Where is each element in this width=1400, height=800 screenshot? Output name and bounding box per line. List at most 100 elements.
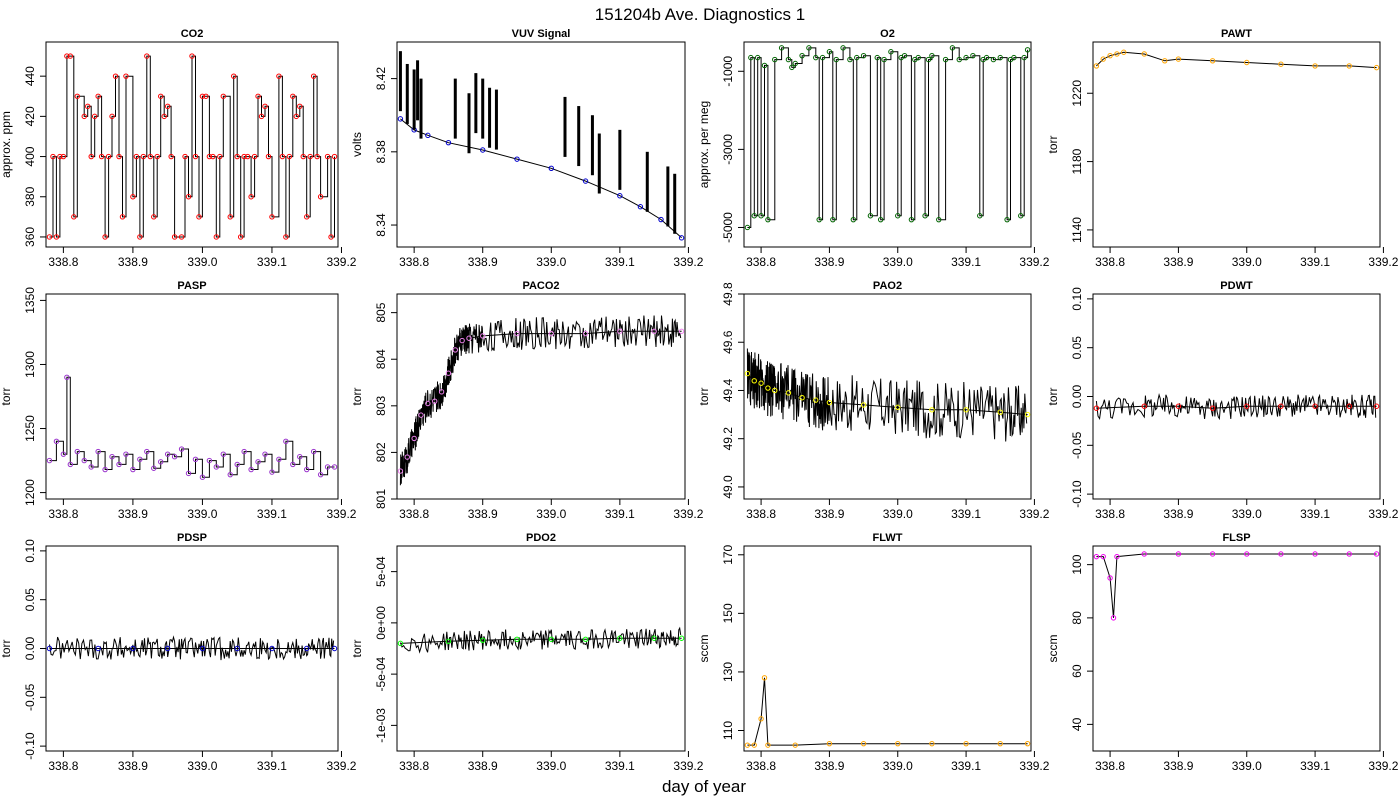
x-tick-label: 338.9 <box>814 507 844 521</box>
data-point <box>269 645 275 652</box>
data-point <box>46 457 53 464</box>
data-point <box>748 54 754 61</box>
data-point <box>929 407 935 413</box>
y-tick-label: 0.00 <box>1070 384 1084 408</box>
data-point <box>397 640 404 647</box>
data-point <box>67 53 74 59</box>
x-tick-label: 339.0 <box>1232 255 1262 269</box>
data-point <box>74 448 80 455</box>
data-point <box>105 153 112 160</box>
data-point <box>60 153 67 160</box>
x-tick-label: 339.0 <box>187 507 217 521</box>
data-point <box>178 446 185 452</box>
data-point <box>304 466 310 473</box>
data-point <box>279 153 286 160</box>
y-tick-label: 150 <box>721 603 735 623</box>
data-point <box>901 52 908 59</box>
data-point <box>582 178 589 184</box>
data-point <box>290 461 296 468</box>
figure-xlabel: day of year <box>662 777 746 796</box>
panel-ylabel-vuv-signal: volts <box>350 132 364 157</box>
data-point <box>1373 403 1380 409</box>
data-point <box>324 153 331 160</box>
series-line <box>1096 51 1377 69</box>
data-point <box>1141 403 1147 409</box>
data-point <box>651 635 657 641</box>
data-point <box>81 113 87 120</box>
panel-ylabel-paco2: torr <box>350 387 364 405</box>
data-point <box>171 234 178 240</box>
data-point <box>404 454 410 460</box>
data-point <box>819 54 826 61</box>
y-tick-label: 49.6 <box>721 330 735 354</box>
data-point <box>199 645 206 652</box>
data-point <box>582 636 589 642</box>
data-point <box>116 153 122 160</box>
data-point <box>908 216 915 223</box>
panel-title-co2: CO2 <box>181 28 204 40</box>
series-line <box>49 376 335 478</box>
data-point <box>164 451 171 457</box>
data-point <box>60 451 67 457</box>
panel-data-pao2 <box>744 348 1031 442</box>
series-line <box>1096 405 1377 409</box>
x-tick-label: 338.8 <box>746 759 776 773</box>
x-tick-label: 338.9 <box>468 255 498 269</box>
data-point <box>799 395 805 401</box>
data-point <box>331 153 338 160</box>
panel-data-o2 <box>744 45 1031 231</box>
data-point <box>936 216 942 223</box>
data-point <box>310 73 317 79</box>
data-point <box>860 52 867 59</box>
data-point <box>151 465 157 471</box>
panel-pdwt: PDWT torr 338.8 338.9 339.0 339.1 339.2 -0.10 -0… <box>1046 280 1399 521</box>
plot-frame <box>1092 545 1381 752</box>
data-point <box>304 214 310 220</box>
series-line <box>400 637 682 644</box>
data-point <box>95 645 101 652</box>
x-tick-label: 338.8 <box>1095 759 1125 773</box>
plot-frame <box>743 293 1032 500</box>
plot-frame <box>45 545 339 752</box>
y-tick-label: 380 <box>23 186 37 206</box>
y-tick-label: 802 <box>374 442 388 462</box>
data-point <box>942 56 949 63</box>
data-point <box>241 153 247 160</box>
data-point <box>847 56 853 63</box>
x-tick-label: 338.8 <box>48 507 78 521</box>
data-point <box>816 216 822 223</box>
data-point <box>234 153 240 160</box>
x-tick-label: 339.0 <box>883 759 913 773</box>
data-point <box>168 153 174 160</box>
data-point <box>438 389 445 395</box>
data-point <box>74 93 80 99</box>
y-tick-label: 400 <box>23 146 37 166</box>
data-point <box>276 456 282 462</box>
y-tick-label: 49.4 <box>721 378 735 402</box>
data-point <box>1024 47 1031 53</box>
x-tick-label: 338.9 <box>468 507 498 521</box>
data-point <box>744 742 751 748</box>
x-tick-label: 338.9 <box>1163 759 1193 773</box>
x-tick-label: 338.8 <box>399 507 429 521</box>
x-tick-label: 339.1 <box>951 507 981 521</box>
panel-co2: CO2 approx. ppm 338.8 338.9 339.0 339.1 339.2 3… <box>0 28 357 269</box>
data-point <box>258 113 265 120</box>
data-point <box>255 93 261 99</box>
x-tick-label: 339.1 <box>605 255 635 269</box>
data-point <box>459 337 465 344</box>
x-tick-label: 338.8 <box>399 759 429 773</box>
y-tick-label: 0.05 <box>23 588 37 612</box>
data-point <box>1021 54 1027 61</box>
data-point <box>130 466 136 473</box>
data-point <box>1244 551 1250 557</box>
x-tick-label: 339.1 <box>605 759 635 773</box>
data-point <box>637 204 644 210</box>
data-point <box>963 407 969 413</box>
data-point <box>826 49 833 55</box>
data-point <box>850 216 857 223</box>
data-point <box>751 742 757 748</box>
panel-ylabel-pdo2: torr <box>350 639 364 657</box>
y-tick-label: 170 <box>721 544 735 564</box>
data-point <box>425 400 431 407</box>
